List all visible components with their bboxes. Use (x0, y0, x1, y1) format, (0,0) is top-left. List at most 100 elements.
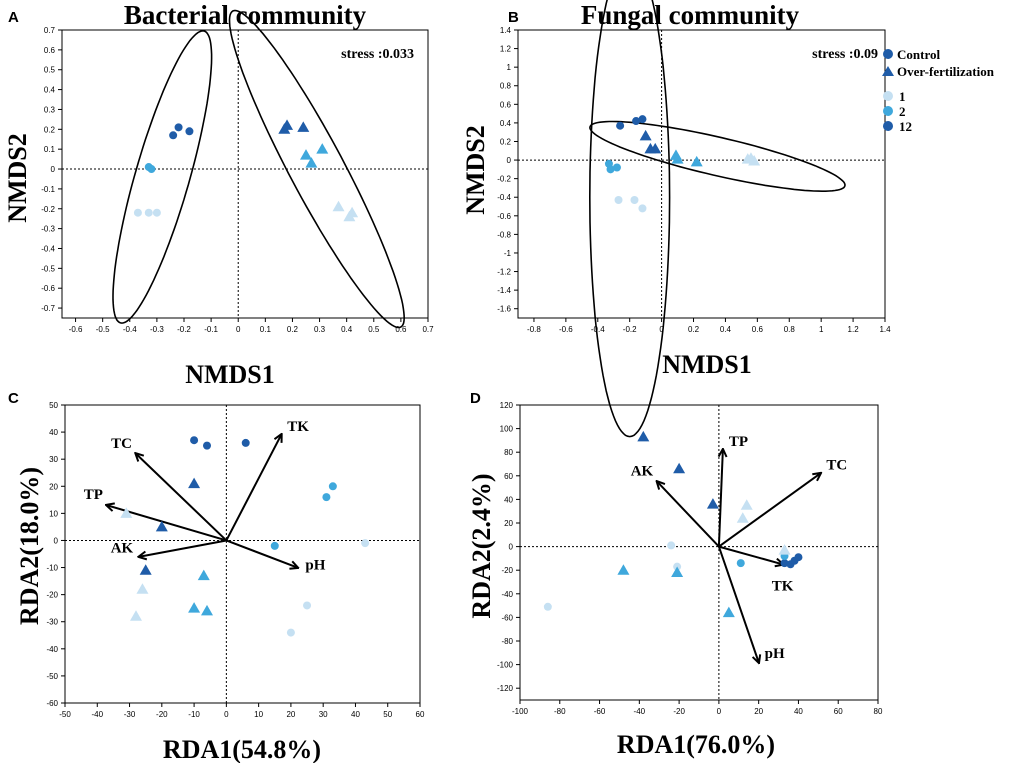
x-tick-label: 0.3 (314, 325, 326, 334)
control-point-group-1 (152, 208, 161, 217)
over-fertilization-point-group-12 (155, 520, 168, 532)
control-point-group-12 (794, 553, 803, 562)
plot-area: -0.8 -0.6 -0.4 -0.2 0 0.2 0.4 0.6 0.8 1 1.2 1.4 1.4 1… (497, 0, 891, 438)
control-point-group-1 (543, 602, 552, 611)
confidence-ellipse (589, 120, 846, 192)
y-tick-label: -1.2 (497, 268, 511, 277)
control-point-group-2 (147, 165, 156, 174)
vector-ph-arrow (717, 546, 759, 663)
over-fertilization-point-group-1 (740, 499, 753, 510)
legend-control-marker (883, 49, 893, 59)
vector-tc-label: TC (826, 457, 847, 473)
vector-ak-label: AK (111, 541, 134, 557)
y-tick-label: -0.4 (497, 193, 511, 202)
x-tick-label: 0 (224, 710, 229, 719)
panel-d: -100 -80 -60 -40 -20 0 20 40 60 80 120 100 80 60 40 20 0… (467, 390, 883, 759)
panel-letter-c: C (8, 390, 19, 407)
x-tick-label: -20 (156, 710, 168, 719)
x-tick-label: -0.6 (559, 325, 573, 334)
x-tick-label: 0.6 (752, 325, 764, 334)
y-tick-label: -20 (46, 591, 58, 600)
over-fertilization-point-group-2 (671, 566, 684, 578)
control-point-group-1 (667, 541, 676, 550)
vector-ph-label: pH (765, 646, 785, 662)
y-tick-label: 40 (49, 428, 58, 437)
x-tick-label: 0.6 (395, 325, 407, 334)
legend-group-12-marker (883, 121, 893, 131)
y-tick-label: -1.4 (497, 286, 511, 295)
x-tick-label: 0.5 (368, 325, 380, 334)
legend-group-1-marker (883, 91, 893, 101)
vector-tk-arrow (718, 545, 783, 565)
over-fertilization-point-group-1 (748, 154, 761, 166)
y-tick-label: 0.7 (44, 26, 56, 35)
legend-over-fertilization-label: Over-fertilization (897, 64, 995, 79)
x-tick-label: 1 (819, 325, 824, 334)
x-tick-label: -0.6 (69, 325, 83, 334)
y-axis-label: NMDS2 (3, 133, 32, 223)
y-tick-label: 0 (509, 543, 514, 552)
vector-tp-label: TP (729, 434, 748, 450)
over-fertilization-point-group-2 (300, 149, 312, 160)
x-tick-label: -20 (673, 707, 685, 716)
control-point-group-12 (203, 441, 211, 450)
legend-control-label: Control (897, 47, 940, 62)
x-tick-label: 30 (319, 710, 328, 719)
vector-tc-arrow (136, 454, 228, 542)
over-fertilization-point-group-2 (690, 155, 703, 167)
y-tick-label: 0.8 (500, 82, 512, 91)
y-tick-label: 0 (51, 165, 56, 174)
panel-letter-a: A (8, 9, 19, 26)
legend-group-2-label: 2 (899, 104, 906, 119)
y-tick-label: -20 (501, 566, 513, 575)
y-tick-label: -0.2 (41, 205, 55, 214)
x-tick-label: -0.1 (204, 325, 218, 334)
y-tick-label: -60 (501, 613, 513, 622)
over-fertilization-point-group-12 (297, 121, 310, 132)
over-fertilization-point-group-2 (671, 153, 684, 164)
vector-tk-label: TK (772, 578, 794, 594)
panel-letter-b: B (508, 9, 519, 26)
over-fertilization-point-group-2 (722, 606, 735, 618)
over-fertilization-point-group-12 (139, 564, 152, 575)
plot-frame (61, 29, 429, 319)
y-tick-label: 0.4 (500, 119, 512, 128)
panel-c: -50 -40 -30 -20 -10 0 10 20 30 40 50 60 50 40 30 20 10 0 -… (8, 390, 425, 763)
x-tick-label: 60 (834, 707, 843, 716)
y-tick-label: -0.1 (41, 185, 55, 194)
x-tick-label: 60 (416, 710, 425, 719)
y-tick-label: -0.8 (497, 230, 511, 239)
y-tick-label: -40 (46, 645, 58, 654)
over-fertilization-point-group-2 (188, 602, 201, 613)
control-point-group-12 (616, 121, 625, 130)
x-tick-label: 0.1 (260, 325, 272, 334)
y-tick-label: -60 (46, 699, 58, 708)
y-tick-label: 0 (54, 536, 59, 545)
x-tick-label: -0.4 (591, 325, 605, 334)
x-tick-label: -0.2 (623, 325, 637, 334)
x-tick-label: 20 (286, 710, 295, 719)
vector-tc-label: TC (111, 436, 132, 452)
vector-tp-arrow (719, 450, 723, 547)
x-tick-label: -0.3 (150, 325, 164, 334)
plot-area: -100 -80 -60 -40 -20 0 20 40 60 80 120 100 80 60 40 20 0… (497, 401, 883, 716)
vector-tc-arrow (718, 473, 820, 548)
control-point-group-1 (144, 208, 153, 217)
control-point-group-12 (241, 438, 250, 447)
y-tick-label: 1.2 (500, 45, 512, 54)
x-tick-label: 1.4 (879, 325, 891, 334)
legend-group-2-marker (883, 106, 893, 116)
control-point-group-12 (780, 559, 789, 568)
x-tick-label: 80 (874, 707, 883, 716)
plot-area: -50 -40 -30 -20 -10 0 10 20 30 40 50 60 50 40 30 20 10 0 -… (46, 401, 425, 719)
control-point-group-2 (322, 493, 331, 502)
confidence-ellipse (228, 9, 406, 329)
control-point-group-1 (133, 208, 142, 217)
y-tick-label: -50 (46, 672, 58, 681)
legend-over-fertilization-marker (882, 66, 894, 76)
over-fertilization-point-group-1 (332, 200, 345, 212)
over-fertilization-point-group-12 (673, 462, 686, 474)
y-tick-label: -40 (501, 590, 513, 599)
control-point-group-12 (638, 115, 647, 124)
over-fertilization-point-group-1 (736, 512, 749, 523)
